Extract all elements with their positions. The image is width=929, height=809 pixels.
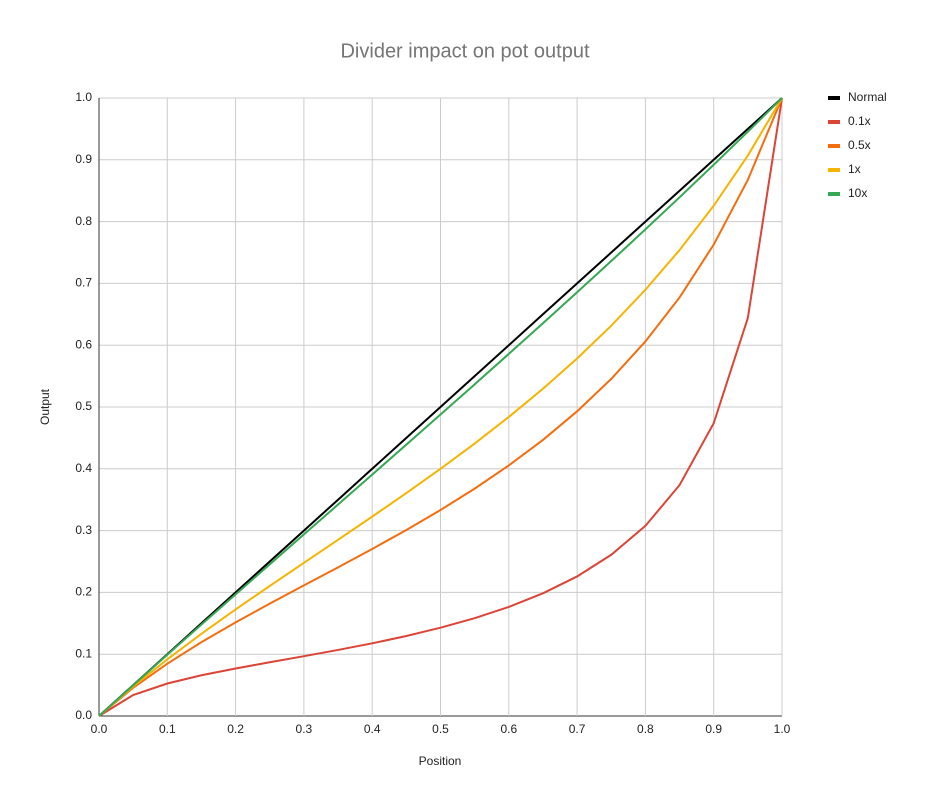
y-tick-label: 0.2 bbox=[75, 585, 92, 599]
legend-label: 1x bbox=[848, 162, 861, 176]
x-tick-label: 0.6 bbox=[500, 722, 517, 736]
y-tick-label: 0.5 bbox=[75, 399, 92, 413]
series-line bbox=[98, 97, 783, 717]
y-tick-label: 1.0 bbox=[75, 90, 92, 104]
y-tick-label: 0.6 bbox=[75, 337, 92, 351]
x-axis-label: Position bbox=[419, 754, 462, 768]
series-line bbox=[98, 97, 783, 717]
series-line bbox=[98, 97, 783, 717]
y-tick-label: 0.0 bbox=[75, 708, 92, 722]
x-tick-label: 1.0 bbox=[774, 722, 791, 736]
x-tick-label: 0.1 bbox=[159, 722, 176, 736]
legend-label: 0.5x bbox=[848, 138, 871, 152]
x-tick-label: 0.3 bbox=[296, 722, 313, 736]
legend-label: 0.1x bbox=[848, 114, 871, 128]
y-tick-label: 0.9 bbox=[75, 152, 92, 166]
series-line bbox=[98, 97, 783, 717]
y-tick-label: 0.7 bbox=[75, 276, 92, 290]
series-line bbox=[98, 97, 783, 717]
legend-label: Normal bbox=[848, 90, 887, 104]
x-tick-label: 0.5 bbox=[432, 722, 449, 736]
x-tick-label: 0.2 bbox=[227, 722, 244, 736]
x-tick-label: 0.4 bbox=[364, 722, 381, 736]
y-axis-label: Output bbox=[38, 388, 52, 425]
x-tick-label: 0.7 bbox=[569, 722, 586, 736]
x-tick-label: 0.0 bbox=[91, 722, 108, 736]
y-tick-label: 0.3 bbox=[75, 523, 92, 537]
y-tick-label: 0.1 bbox=[75, 646, 92, 660]
y-tick-label: 0.4 bbox=[75, 461, 92, 475]
x-tick-label: 0.8 bbox=[637, 722, 654, 736]
x-tick-label: 0.9 bbox=[705, 722, 722, 736]
legend-label: 10x bbox=[848, 186, 867, 200]
chart-title: Divider impact on pot output bbox=[340, 40, 589, 62]
y-tick-label: 0.8 bbox=[75, 214, 92, 228]
